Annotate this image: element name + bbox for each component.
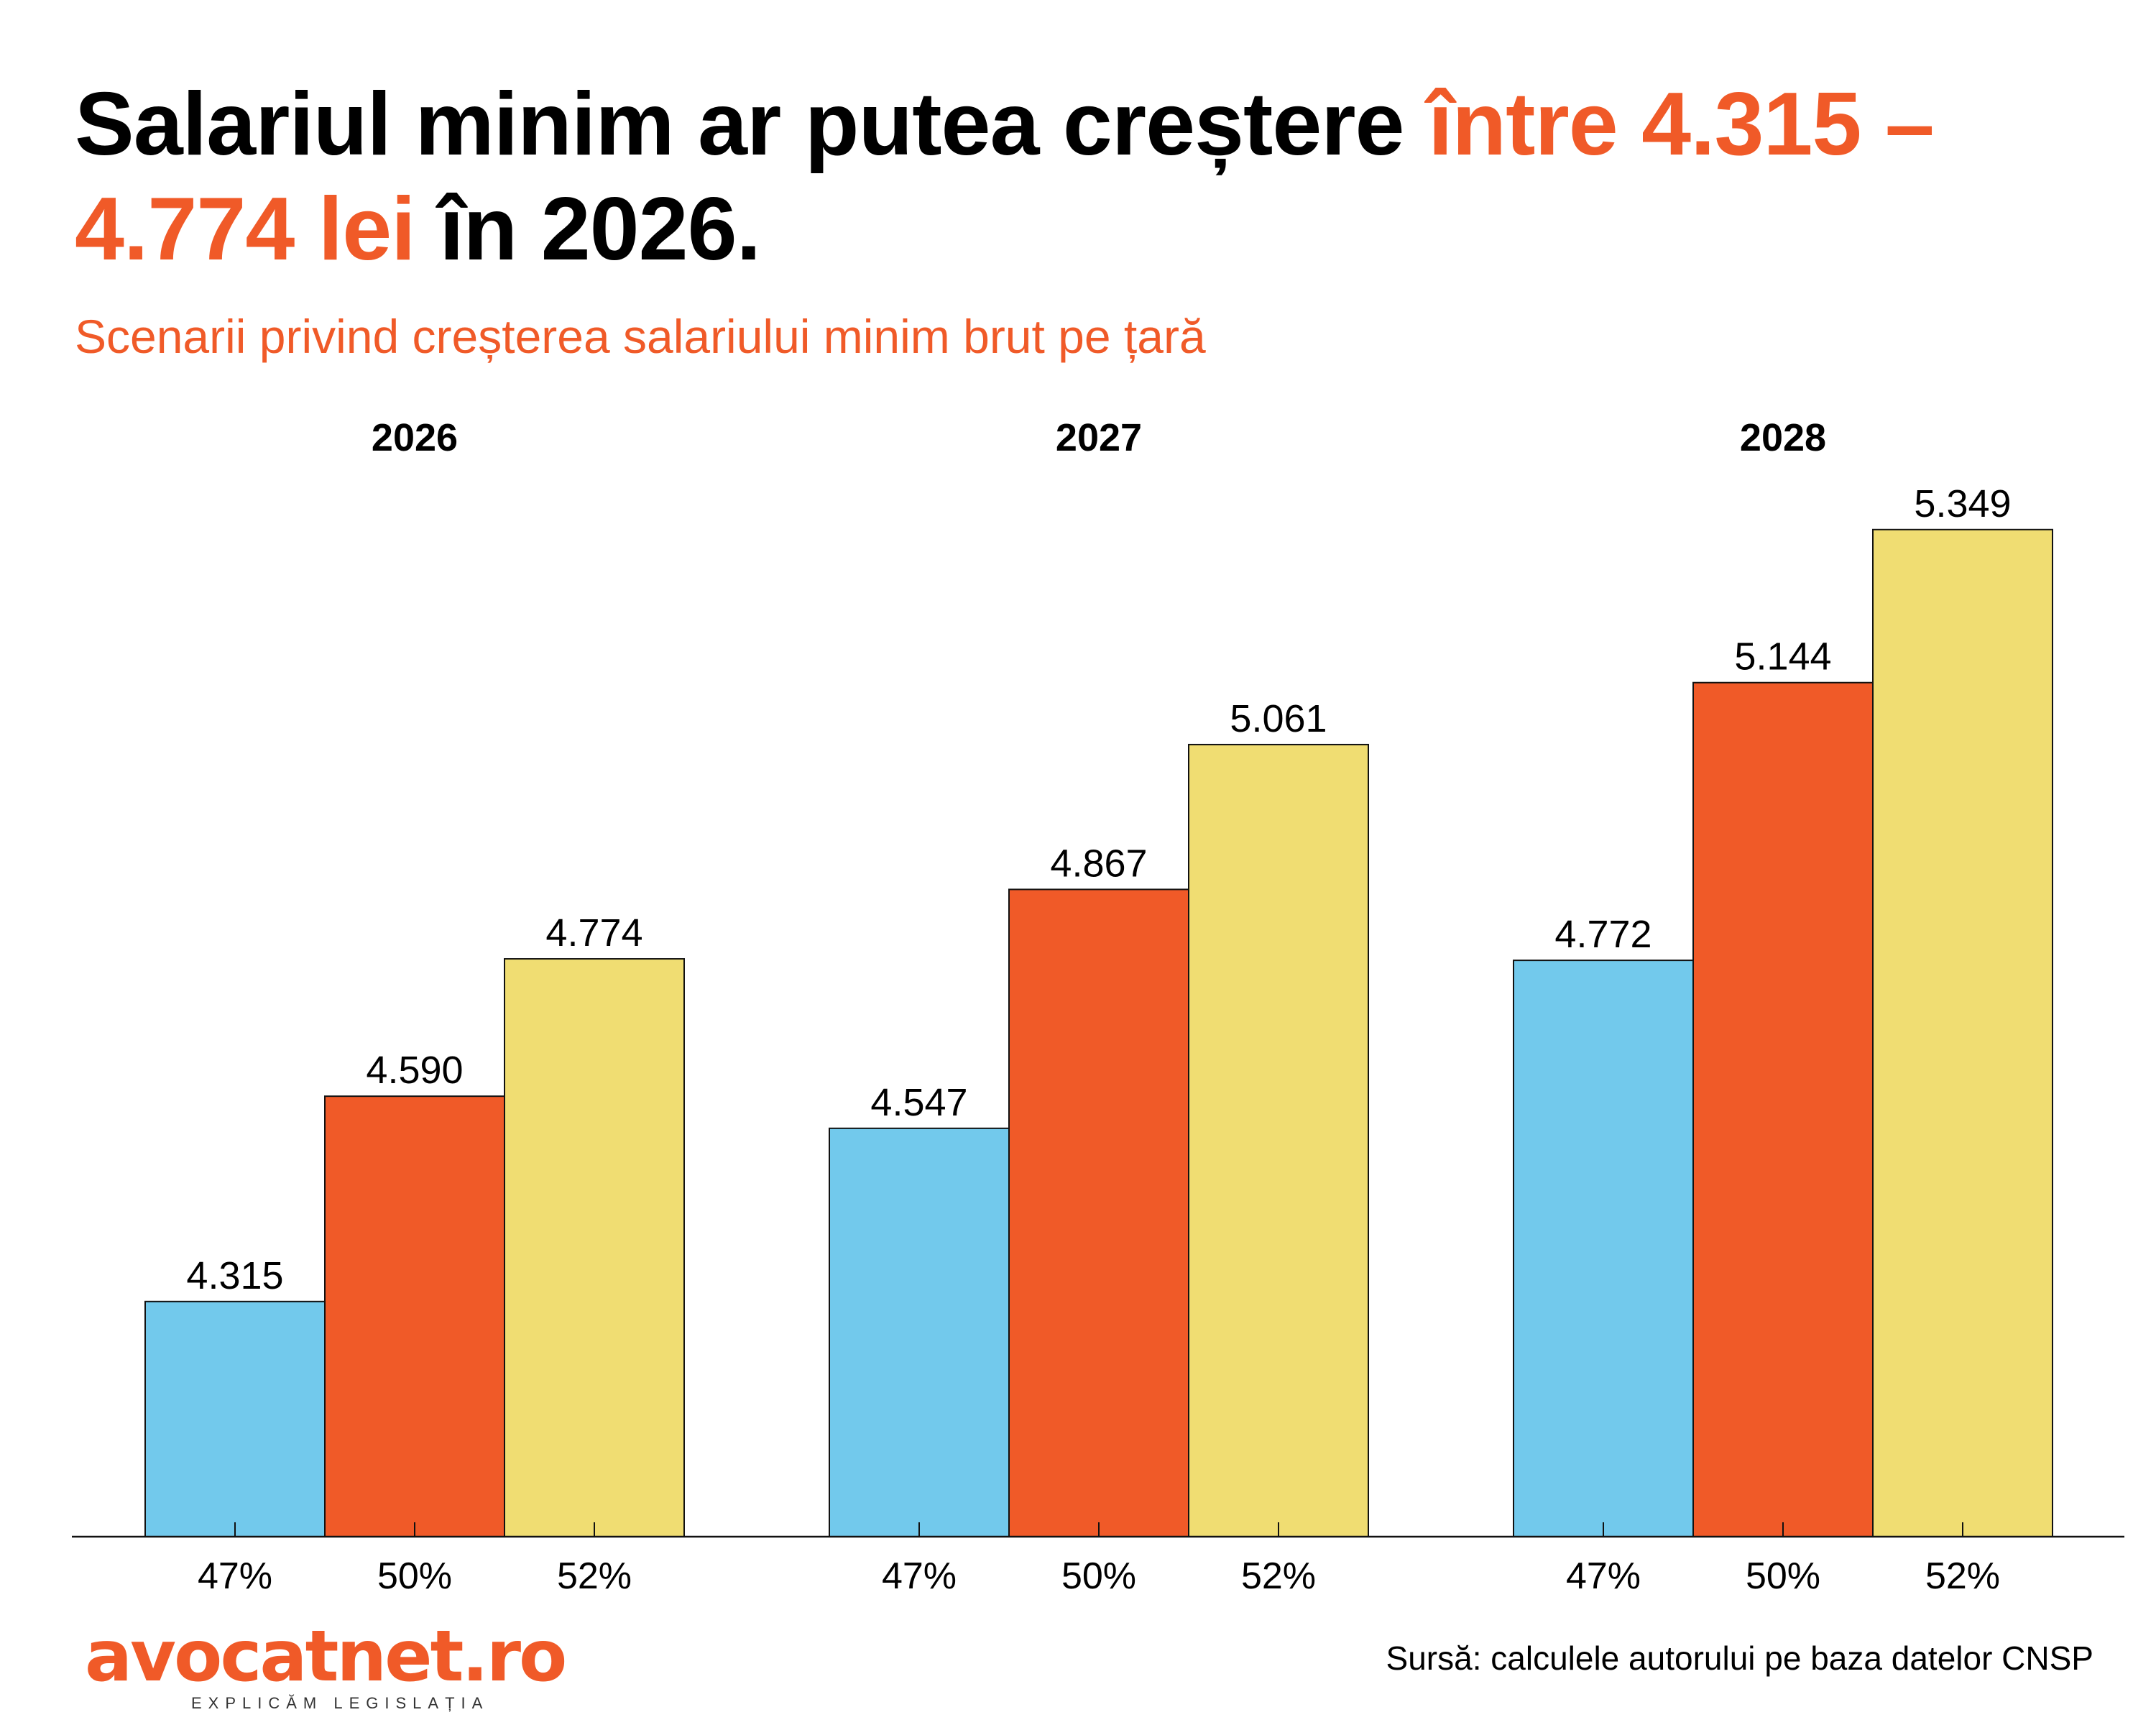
bar: [144, 1300, 326, 1537]
tick-label: 50%: [1746, 1555, 1820, 1597]
data-label: 4.547: [870, 1081, 967, 1124]
tick-label: 50%: [1061, 1555, 1136, 1597]
page-title: Salariul minim ar putea creștere între 4…: [75, 72, 2087, 282]
logo: avocatnet.ro EXPLICĂM LEGISLAȚIA: [85, 1616, 567, 1713]
title-text: Salariul minim ar putea creștere: [75, 75, 1428, 174]
group-label: 2027: [1056, 416, 1142, 459]
tick-label: 52%: [557, 1555, 632, 1597]
tick-label: 52%: [1241, 1555, 1316, 1597]
tick-label: 52%: [1925, 1555, 2000, 1597]
bar: [324, 1095, 505, 1537]
logo-tagline: EXPLICĂM LEGISLAȚIA: [191, 1694, 489, 1712]
title-highlight: între 4.315 – 4.774 lei: [75, 75, 1935, 279]
tick-label: 47%: [882, 1555, 957, 1597]
group-label: 2026: [372, 416, 458, 459]
bar: [1692, 681, 1874, 1537]
data-label: 5.144: [1734, 635, 1831, 678]
tick-label: 50%: [377, 1555, 452, 1597]
bar: [1872, 528, 2053, 1537]
subtitle: Scenarii privind creșterea salariului mi…: [75, 310, 1206, 363]
bar: [504, 958, 685, 1537]
bar: [1188, 743, 1369, 1537]
logo-wordmark: avocatnet.ro: [85, 1616, 567, 1698]
tick-label: 47%: [1566, 1555, 1641, 1597]
data-label: 4.772: [1554, 913, 1651, 956]
source-note: Sursă: calculele autorului pe baza datel…: [1386, 1639, 2093, 1677]
data-label: 5.349: [1914, 482, 2011, 525]
data-label: 4.774: [545, 911, 642, 954]
bar: [1513, 960, 1694, 1538]
bar: [1008, 888, 1189, 1538]
data-label: 4.867: [1050, 842, 1147, 885]
title-text-end: în 2026.: [415, 180, 761, 279]
data-label: 4.315: [186, 1254, 283, 1297]
group-label: 2028: [1740, 416, 1826, 459]
data-label: 4.590: [366, 1049, 463, 1092]
data-label: 5.061: [1230, 697, 1327, 740]
bar: [829, 1127, 1010, 1537]
tick-label: 47%: [198, 1555, 272, 1597]
